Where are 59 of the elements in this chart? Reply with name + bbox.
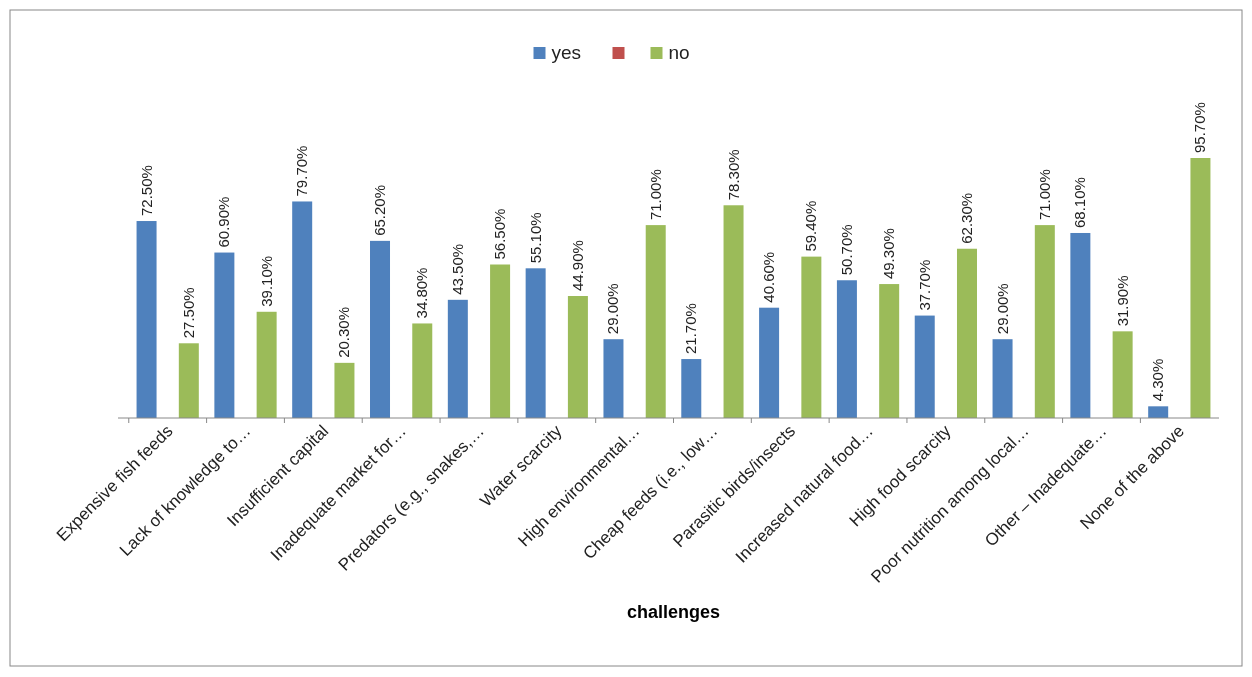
data-label: 44.90%	[568, 240, 586, 292]
bar	[879, 284, 900, 418]
bar	[1112, 331, 1133, 418]
bar	[723, 205, 744, 418]
bar	[992, 339, 1013, 418]
bar	[956, 248, 977, 418]
data-label: 49.30%	[880, 228, 898, 280]
x-axis-title: challenges	[626, 602, 721, 622]
data-label: 55.10%	[526, 212, 544, 264]
legend-label: yes	[551, 42, 582, 63]
data-label: 37.70%	[915, 259, 933, 311]
data-label: 62.30%	[957, 192, 975, 244]
bar	[1148, 406, 1169, 418]
data-label: 39.10%	[257, 255, 275, 307]
data-label: 60.90%	[215, 196, 233, 248]
bar	[801, 256, 822, 418]
data-label: 27.50%	[179, 287, 197, 339]
data-label: 71.00%	[646, 169, 664, 221]
bar	[645, 225, 666, 418]
data-label: 72.50%	[137, 165, 155, 217]
bar	[412, 323, 433, 418]
bar	[334, 362, 355, 418]
bar	[136, 221, 157, 418]
bar	[567, 296, 588, 418]
legend-label: no	[668, 42, 690, 63]
data-label: 29.00%	[993, 283, 1011, 335]
data-label: 71.00%	[1035, 169, 1053, 221]
data-label: 21.70%	[682, 303, 700, 355]
bar	[447, 299, 468, 418]
bar	[1070, 232, 1091, 418]
data-label: 4.30%	[1149, 358, 1167, 402]
bar	[836, 280, 857, 418]
bar	[370, 240, 391, 418]
bar	[681, 359, 702, 418]
data-label: 50.70%	[837, 224, 855, 276]
data-label: 95.70%	[1191, 102, 1209, 153]
bar	[914, 315, 935, 418]
bar	[292, 201, 313, 418]
data-label: 40.60%	[760, 251, 778, 303]
bar	[178, 343, 199, 418]
bar	[256, 311, 277, 418]
data-label: 31.90%	[1113, 275, 1131, 327]
data-label: 65.20%	[371, 184, 389, 236]
data-label: 68.10%	[1071, 177, 1089, 228]
data-label: 78.30%	[724, 149, 742, 201]
data-label: 59.40%	[802, 200, 820, 252]
data-label: 20.30%	[335, 306, 353, 358]
data-label: 43.50%	[448, 243, 466, 295]
bar	[1190, 158, 1211, 418]
data-label: 56.50%	[491, 208, 509, 260]
bar	[603, 339, 624, 418]
data-label: 79.70%	[293, 145, 311, 197]
bar	[759, 307, 780, 418]
bar	[214, 252, 235, 418]
data-label: 29.00%	[604, 283, 622, 335]
bar	[490, 264, 511, 418]
bar	[525, 268, 546, 418]
data-label: 34.80%	[413, 267, 431, 319]
bar	[1034, 225, 1055, 418]
